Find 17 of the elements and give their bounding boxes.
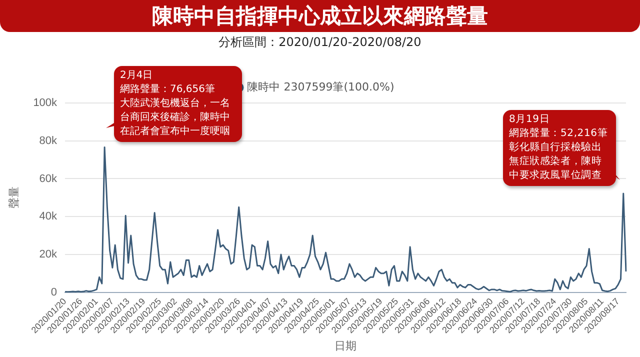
y-tick-label: 40k [39,210,58,223]
legend-label: 陳時中 2307599筆(100.0%) [247,80,394,94]
annotation: 8月19日 [509,113,551,127]
x-axis-title: 日期 [334,340,357,352]
y-tick-label: 0 [50,286,58,298]
annotation: 網路聲量：52,216筆 [509,127,609,141]
chart-title: 陳時中自指揮中心成立以來網路聲量 [0,0,640,32]
chart-subtitle: 分析區間：2020/01/20-2020/08/20 [218,34,422,51]
y-tick-label: 60k [39,172,58,185]
text: 2月4日 [120,69,154,83]
y-tick-label: 80k [39,134,58,147]
y-tick-label: 20k [39,248,58,260]
y-axis-title: 聲量 [8,186,21,209]
annotation: 彰化縣自行採檢驗出無症狀感染者，陳時中要求政風單位調查 [509,141,603,183]
y-tick-label: 100k [33,97,58,110]
text: 網路聲量：76,656筆 [120,83,216,97]
annotation: 大陸武漢包機返台，一名台商回來後確診，陳時中在記者會宣布中一度哽咽 [120,97,231,139]
